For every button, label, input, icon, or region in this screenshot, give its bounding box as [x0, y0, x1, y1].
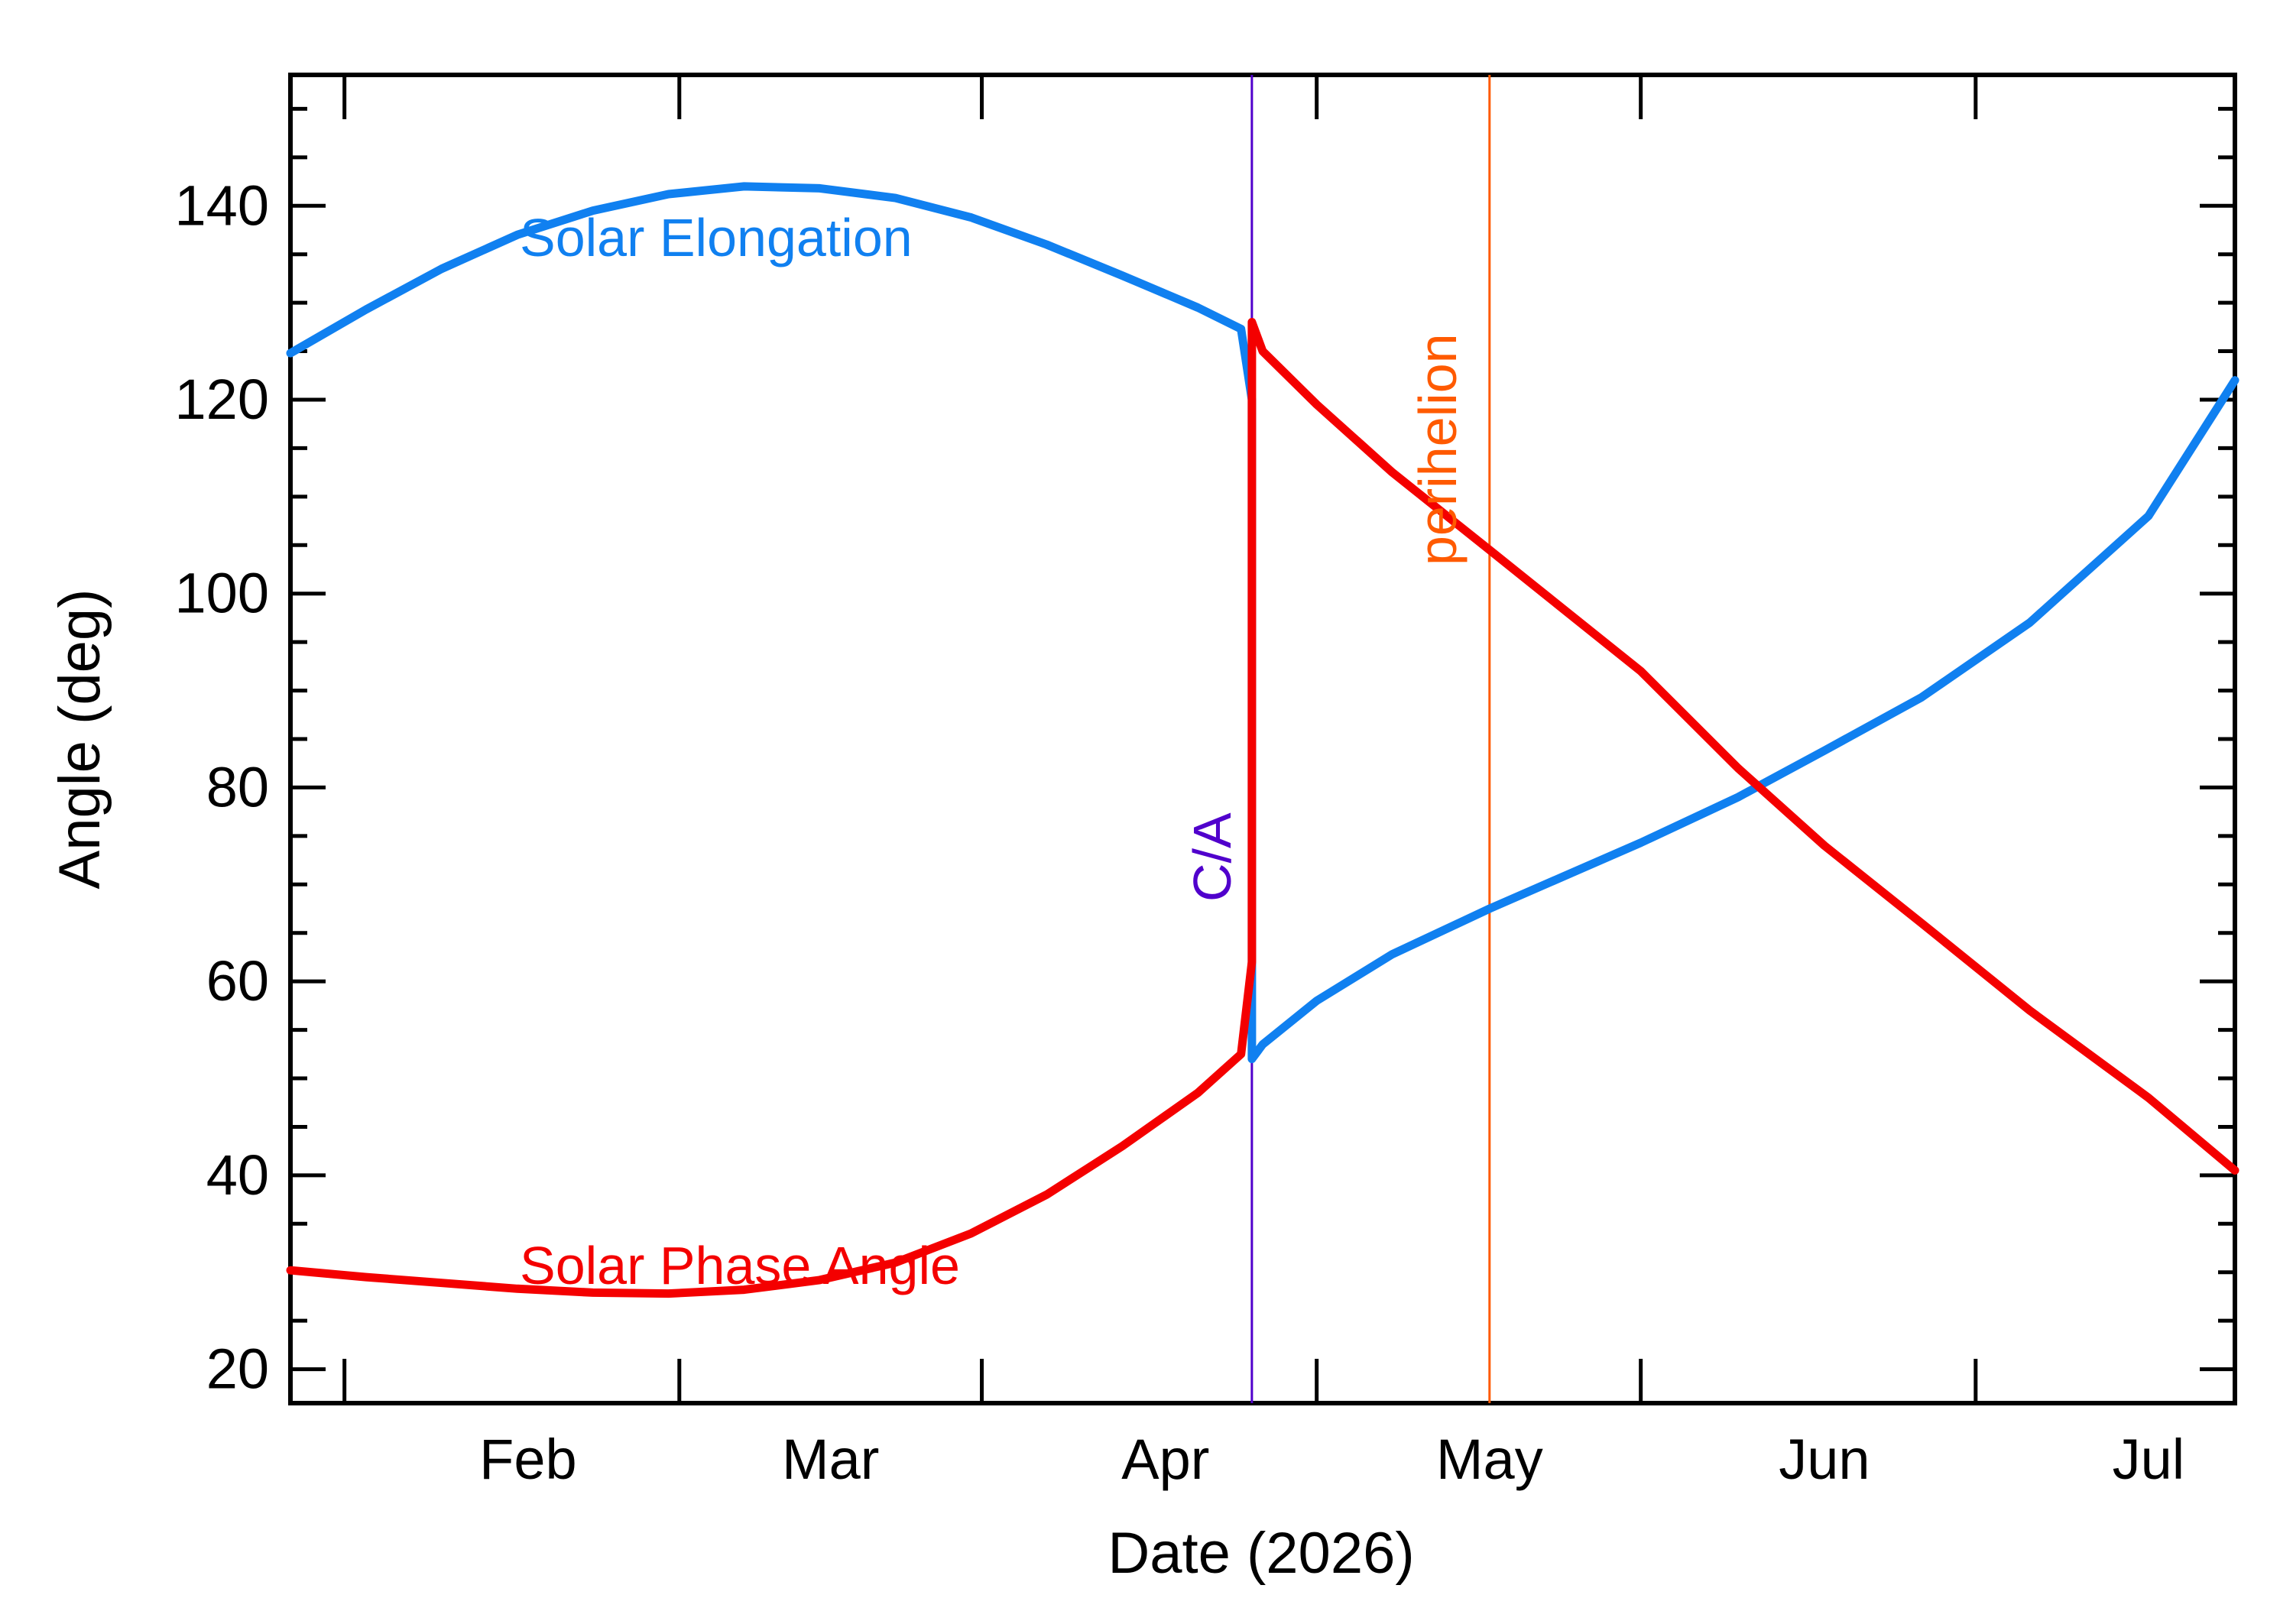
x-tick-label: Feb	[479, 1428, 577, 1491]
plot-frame	[288, 73, 2237, 1405]
series-label-elongation: Solar Elongation	[520, 208, 913, 267]
y-tick-label: 60	[206, 949, 269, 1013]
perihelion-label: perihelion	[1408, 333, 1468, 566]
y-axis-ticks: 20 40 60 80 100 120 140	[175, 106, 2235, 1401]
y-axis-title: Angle (deg)	[47, 589, 112, 890]
x-tick-label: May	[1436, 1428, 1543, 1491]
y-tick-label: 140	[175, 173, 269, 237]
x-tick-label: Mar	[782, 1428, 879, 1491]
series-label-phase: Solar Phase Angle	[520, 1236, 960, 1295]
x-axis-ticks: Feb Mar Apr May Jun Jul	[342, 75, 2185, 1491]
ca-label: C/A	[1182, 812, 1242, 902]
event-lines	[1250, 75, 1491, 1403]
x-axis-title: Date (2026)	[1108, 1521, 1414, 1586]
x-tick-label: Jul	[2113, 1428, 2185, 1491]
y-tick-label: 80	[206, 755, 269, 818]
plot-area	[288, 73, 2237, 1405]
solar-phase-angle-line	[286, 318, 2239, 1298]
y-tick-label: 100	[175, 562, 269, 625]
y-tick-label: 20	[206, 1337, 269, 1401]
y-tick-label: 40	[206, 1143, 269, 1207]
y-tick-label: 120	[175, 368, 269, 431]
series-lines	[286, 182, 2239, 1298]
x-tick-label: Jun	[1779, 1428, 1870, 1491]
solar-elongation-line	[286, 182, 2239, 1064]
x-tick-label: Apr	[1121, 1428, 1209, 1491]
